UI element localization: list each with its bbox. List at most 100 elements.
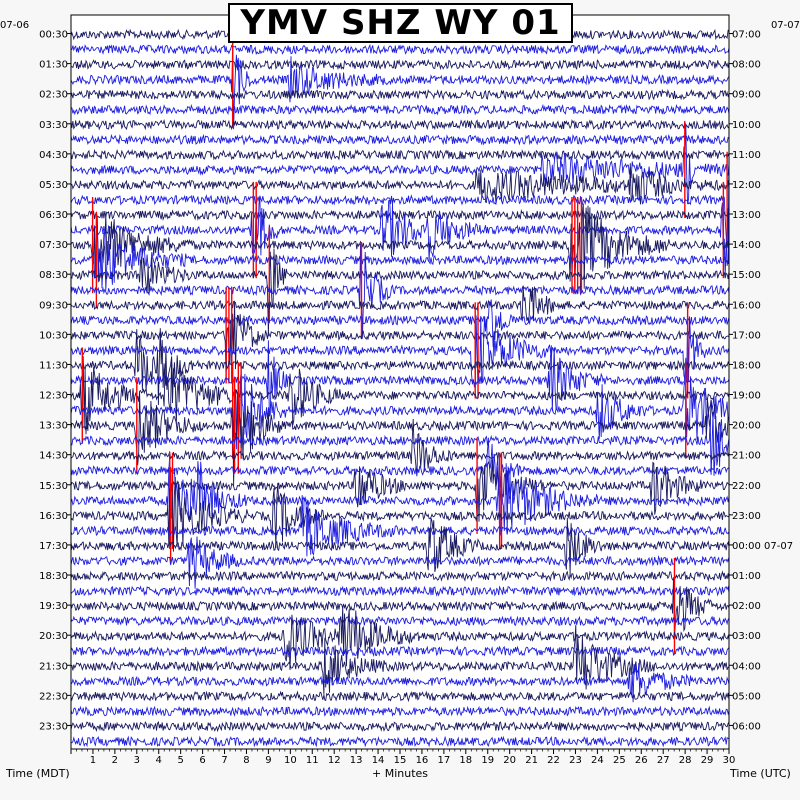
trace-46 xyxy=(70,720,730,733)
x-tick-label: 16 xyxy=(416,755,429,766)
right-tick-label: 11:00 xyxy=(732,150,761,161)
trace-1 xyxy=(70,43,730,56)
left-tick-label: 19:30 xyxy=(39,601,68,612)
left-tick-label: 23:30 xyxy=(39,721,68,732)
trace-30 xyxy=(70,459,730,522)
left-tick-label: 05:30 xyxy=(39,180,68,191)
right-tick-label: 04:00 xyxy=(732,661,761,672)
trace-17 xyxy=(70,243,730,339)
x-tick-label: 19 xyxy=(481,755,494,766)
x-tick-label: 30 xyxy=(723,755,736,766)
trace-33 xyxy=(70,495,730,557)
trace-34 xyxy=(70,517,730,575)
trace-6 xyxy=(70,118,730,131)
trace-14 xyxy=(70,203,730,292)
x-tick-label: 22 xyxy=(547,755,560,766)
trace-37 xyxy=(70,585,730,597)
left-tick-label: 17:30 xyxy=(39,541,68,552)
trace-35 xyxy=(70,536,730,589)
left-tick-label: 00:30 xyxy=(39,30,68,41)
right-tick-label: 05:00 xyxy=(732,691,761,702)
right-tick-label: 09:00 xyxy=(732,90,761,101)
right-tick-label: 10:00 xyxy=(732,120,761,131)
trace-43 xyxy=(70,662,730,703)
trace-24 xyxy=(70,356,730,435)
trace-2 xyxy=(70,59,730,71)
trace-12 xyxy=(70,209,730,222)
right-tick-label: 23:00 xyxy=(732,511,761,522)
x-tick-label: 12 xyxy=(328,755,341,766)
right-tick-label: 01:00 xyxy=(732,571,761,582)
x-tick-label: 17 xyxy=(437,755,450,766)
chart-title: YMV SHZ WY 01 xyxy=(228,3,573,43)
trace-29 xyxy=(70,437,730,491)
left-tick-label: 04:30 xyxy=(39,150,68,161)
right-corner-date: 07-07 xyxy=(770,20,800,31)
x-tick-label: 20 xyxy=(503,755,516,766)
left-tick-label: 11:30 xyxy=(39,360,68,371)
x-tick-label: 15 xyxy=(394,755,407,766)
x-tick-label: 8 xyxy=(243,755,249,766)
right-tick-label: 07:00 xyxy=(732,30,761,41)
right-tick-label: 03:00 xyxy=(732,631,761,642)
x-tick-label: 13 xyxy=(350,755,363,766)
x-tick-label: 18 xyxy=(459,755,472,766)
trace-10 xyxy=(70,163,730,205)
left-tick-label: 22:30 xyxy=(39,691,68,702)
left-tick-label: 09:30 xyxy=(39,300,68,311)
right-tick-label: 12:00 xyxy=(732,180,761,191)
x-tick-label: 23 xyxy=(569,755,582,766)
right-tick-label: 06:00 xyxy=(732,721,761,732)
trace-47 xyxy=(70,735,730,748)
left-tick-label: 06:30 xyxy=(39,210,68,221)
left-tick-label: 02:30 xyxy=(39,90,68,101)
trace-39 xyxy=(70,615,730,627)
left-tick-label: 01:30 xyxy=(39,60,68,71)
left-tick-label: 16:30 xyxy=(39,511,68,522)
trace-13 xyxy=(70,194,730,275)
trace-11 xyxy=(70,152,730,266)
trace-41 xyxy=(70,645,730,658)
left-tick-label: 20:30 xyxy=(39,631,68,642)
right-axis-label: Time (UTC) xyxy=(730,767,791,780)
left-tick-label: 03:30 xyxy=(39,120,68,131)
x-tick-label: 5 xyxy=(177,755,183,766)
x-tick-label: 28 xyxy=(679,755,692,766)
x-tick-label: 7 xyxy=(221,755,227,766)
x-tick-label: 21 xyxy=(525,755,538,766)
trace-32 xyxy=(70,476,730,552)
trace-44 xyxy=(70,690,730,703)
x-tick-label: 29 xyxy=(701,755,714,766)
trace-28 xyxy=(70,418,730,477)
x-tick-label: 24 xyxy=(591,755,604,766)
trace-9 xyxy=(70,123,730,205)
left-tick-label: 07:30 xyxy=(39,240,68,251)
x-tick-label: 26 xyxy=(635,755,648,766)
x-tick-label: 4 xyxy=(156,755,162,766)
right-tick-label: 13:00 xyxy=(732,210,761,221)
right-tick-label: 15:00 xyxy=(732,270,761,281)
left-tick-label: 18:30 xyxy=(39,571,68,582)
right-tick-label: 16:00 xyxy=(732,300,761,311)
trace-21 xyxy=(70,313,730,389)
trace-40 xyxy=(70,606,730,671)
left-tick-label: 21:30 xyxy=(39,661,68,672)
trace-8 xyxy=(70,148,730,161)
x-tick-label: 3 xyxy=(134,755,140,766)
trace-5 xyxy=(70,103,730,116)
trace-38 xyxy=(70,577,730,637)
left-tick-label: 15:30 xyxy=(39,481,68,492)
trace-26 xyxy=(70,392,730,486)
right-tick-label: 00:00 07-07 xyxy=(732,541,793,552)
right-tick-label: 17:00 xyxy=(732,330,761,341)
trace-27 xyxy=(70,411,730,476)
x-tick-label: 9 xyxy=(265,755,271,766)
left-axis-label: Time (MDT) xyxy=(6,767,70,780)
right-tick-label: 19:00 xyxy=(732,391,761,402)
right-tick-label: 02:00 xyxy=(732,601,761,612)
trace-15 xyxy=(70,221,730,291)
trace-4 xyxy=(70,88,730,101)
x-tick-label: 25 xyxy=(613,755,626,766)
x-tick-label: 14 xyxy=(372,755,385,766)
